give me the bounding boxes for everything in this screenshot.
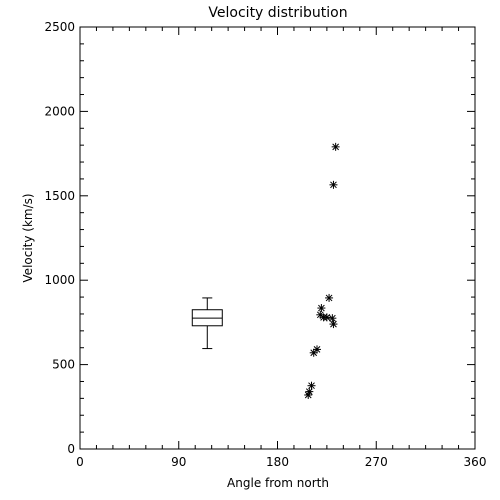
- y-tick-label: 2500: [44, 20, 75, 34]
- data-point: [325, 293, 334, 302]
- data-point: [313, 345, 321, 354]
- boxplot: [191, 297, 223, 350]
- x-tick-label: 90: [171, 455, 186, 469]
- data-point: [322, 313, 331, 322]
- y-tick-label: 500: [52, 358, 75, 372]
- data-point: [307, 381, 316, 390]
- data-point: [309, 348, 318, 357]
- x-tick-label: 360: [464, 455, 487, 469]
- data-point: [316, 310, 325, 319]
- data-points: [304, 142, 340, 399]
- y-tick-label: 0: [67, 442, 75, 456]
- x-tick-label: 0: [76, 455, 84, 469]
- chart-title: Velocity distribution: [208, 5, 347, 21]
- y-tick-label: 1000: [44, 273, 75, 287]
- x-tick-label: 270: [365, 455, 388, 469]
- y-tick-label: 2000: [44, 104, 75, 118]
- plot-frame: [79, 26, 476, 450]
- x-axis-label: Angle from north: [227, 476, 329, 490]
- y-tick-label: 1500: [44, 189, 75, 203]
- data-point: [329, 320, 338, 329]
- data-point: [331, 142, 340, 151]
- y-axis-label: Velocity (km/s): [21, 193, 35, 282]
- x-tick-label: 180: [266, 455, 289, 469]
- data-point: [328, 314, 337, 323]
- data-point: [317, 304, 326, 313]
- y-axis: 0 500 1000 1500 2000 2500: [44, 20, 475, 456]
- data-point: [329, 180, 338, 189]
- x-axis: 0 90 180 270 360: [76, 27, 486, 469]
- data-point: [304, 390, 313, 399]
